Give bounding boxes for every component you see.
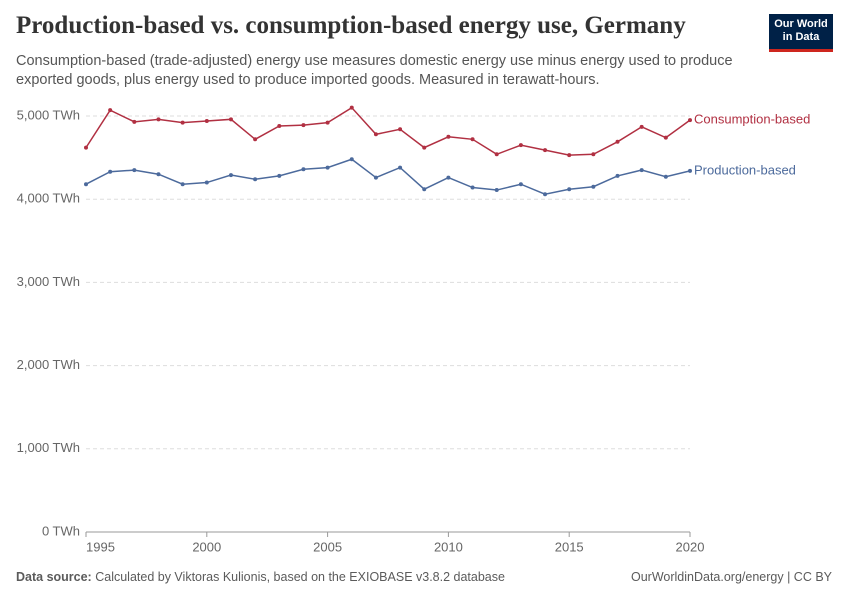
- data-point: [108, 169, 113, 174]
- data-point: [446, 134, 451, 139]
- data-point: [663, 135, 668, 140]
- data-point: [494, 188, 499, 193]
- data-point: [518, 182, 523, 187]
- y-tick-label: 0 TWh: [42, 523, 80, 538]
- y-tick-label: 5,000 TWh: [17, 107, 80, 122]
- data-point: [108, 108, 113, 113]
- series-line: [85, 106, 691, 156]
- data-point: [639, 124, 644, 129]
- x-tick-label: 2015: [555, 539, 584, 554]
- data-point: [277, 173, 282, 178]
- data-point: [688, 168, 692, 173]
- data-point: [325, 165, 330, 170]
- data-point: [228, 117, 233, 122]
- data-point: [84, 145, 88, 150]
- chart-title: Production-based vs. consumption-based e…: [16, 12, 686, 39]
- data-point: [132, 119, 137, 124]
- data-point: [373, 132, 378, 137]
- data-point: [84, 182, 88, 187]
- footer-source: Data source: Calculated by Viktoras Kuli…: [16, 570, 505, 584]
- logo[interactable]: Our World in Data: [769, 14, 833, 52]
- data-point: [688, 118, 692, 123]
- data-point: [325, 120, 330, 125]
- data-point: [663, 174, 668, 179]
- y-tick-label: 1,000 TWh: [17, 440, 80, 455]
- data-point: [591, 152, 596, 157]
- series-label: Consumption-based: [694, 112, 810, 127]
- series-line: [85, 158, 691, 195]
- data-point: [253, 177, 258, 182]
- x-tick-label: 1995: [86, 539, 115, 554]
- data-point: [639, 168, 644, 173]
- data-point: [132, 168, 137, 173]
- logo-line: in Data: [782, 31, 820, 43]
- y-tick-label: 3,000 TWh: [17, 274, 80, 289]
- data-point: [204, 118, 209, 123]
- x-tick-label: 2010: [434, 539, 463, 554]
- data-point: [470, 185, 475, 190]
- data-point: [301, 123, 306, 128]
- data-point: [349, 157, 354, 162]
- x-tick-label: 2000: [192, 539, 221, 554]
- y-tick-label: 2,000 TWh: [17, 357, 80, 372]
- data-point: [228, 173, 233, 178]
- data-point: [567, 187, 572, 192]
- y-tick-label: 4,000 TWh: [17, 191, 80, 206]
- data-point: [470, 137, 475, 142]
- data-point: [422, 145, 427, 150]
- data-point: [518, 143, 523, 148]
- data-point: [591, 184, 596, 189]
- data-point: [204, 180, 209, 185]
- data-point: [543, 192, 548, 197]
- data-point: [373, 175, 378, 180]
- data-point: [615, 173, 620, 178]
- data-point: [180, 182, 185, 187]
- data-point: [156, 172, 161, 177]
- data-point: [253, 137, 258, 142]
- data-point: [156, 117, 161, 122]
- source-text: Calculated by Viktoras Kulionis, based o…: [95, 570, 505, 584]
- logo-line: Our World: [774, 18, 828, 30]
- data-point: [494, 152, 499, 157]
- data-point: [422, 187, 427, 192]
- chart-subtitle: Consumption-based (trade-adjusted) energ…: [16, 53, 733, 88]
- data-point: [398, 165, 403, 170]
- series-label: Production-based: [694, 162, 796, 177]
- data-point: [277, 123, 282, 128]
- source-label: Data source:: [16, 570, 92, 584]
- chart: 0 TWh 1,000 TWh 2,000 TWh 3,000 TWh 4,000 TW…: [17, 105, 810, 554]
- x-tick-label: 2005: [313, 539, 342, 554]
- data-point: [615, 139, 620, 144]
- data-point: [446, 175, 451, 180]
- footer-credit[interactable]: OurWorldinData.org/energy | CC BY: [630, 570, 832, 584]
- data-point: [543, 148, 548, 153]
- data-point: [349, 105, 354, 110]
- data-point: [180, 120, 185, 125]
- x-tick-label: 2020: [676, 539, 705, 554]
- data-point: [398, 127, 403, 132]
- data-point: [301, 167, 306, 172]
- data-point: [567, 153, 572, 158]
